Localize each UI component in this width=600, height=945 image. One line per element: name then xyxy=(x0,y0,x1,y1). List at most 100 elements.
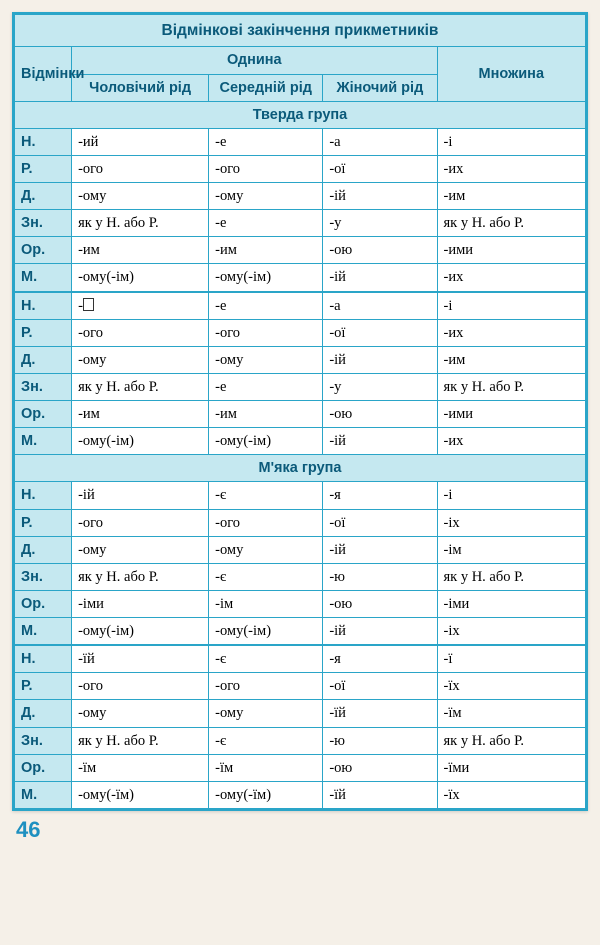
header-fem: Жіночий рід xyxy=(323,74,437,101)
ending-cell: -їм xyxy=(72,754,209,781)
case-label: М. xyxy=(15,781,72,808)
case-label: Р. xyxy=(15,509,72,536)
ending-cell: -им xyxy=(437,183,586,210)
table-row: Н.--е-а-і xyxy=(15,292,586,320)
ending-cell: -ій xyxy=(323,264,437,292)
ending-cell: -їм xyxy=(437,700,586,727)
ending-cell: -ими xyxy=(437,401,586,428)
ending-cell: -ій xyxy=(323,346,437,373)
ending-cell: -их xyxy=(437,428,586,455)
table-title: Відмінкові закінчення прикметників xyxy=(15,15,586,47)
ending-cell: -ого xyxy=(209,319,323,346)
title-row: Відмінкові закінчення прикметників xyxy=(15,15,586,47)
ending-cell: -ому(-ім) xyxy=(209,428,323,455)
ending-cell: -у xyxy=(323,373,437,400)
ending-cell: -их xyxy=(437,319,586,346)
ending-cell: -і xyxy=(437,292,586,320)
page-number: 46 xyxy=(16,817,588,843)
ending-cell: -им xyxy=(72,237,209,264)
case-label: Н. xyxy=(15,128,72,155)
table-row: Ор.-им-им-ою-ими xyxy=(15,237,586,264)
table-container: Відмінкові закінчення прикметників Відмі… xyxy=(12,12,588,811)
header-row-1: Відмінки Однина Множина xyxy=(15,47,586,74)
ending-cell: -ім xyxy=(209,590,323,617)
ending-cell: -а xyxy=(323,128,437,155)
ending-cell: - xyxy=(72,292,209,320)
ending-cell: -им xyxy=(209,237,323,264)
ending-cell: -ому xyxy=(72,183,209,210)
ending-cell: -их xyxy=(437,264,586,292)
ending-cell: -ому xyxy=(72,536,209,563)
case-label: М. xyxy=(15,618,72,646)
ending-cell: -ю xyxy=(323,563,437,590)
ending-cell: -ї xyxy=(437,645,586,673)
ending-cell: -іми xyxy=(437,590,586,617)
table-row: Ор.-им-им-ою-ими xyxy=(15,401,586,428)
ending-cell: -е xyxy=(209,210,323,237)
table-row: Зн.як у Н. або Р.-є-юяк у Н. або Р. xyxy=(15,563,586,590)
case-label: Д. xyxy=(15,536,72,563)
ending-cell: -ому(-ім) xyxy=(72,428,209,455)
ending-cell: -ою xyxy=(323,237,437,264)
case-label: Ор. xyxy=(15,590,72,617)
group-header: Тверда група xyxy=(15,101,586,128)
ending-cell: -ю xyxy=(323,727,437,754)
ending-cell: -і xyxy=(437,128,586,155)
table-row: Д.-ому-ому-ій-ім xyxy=(15,536,586,563)
ending-cell: -ому xyxy=(72,346,209,373)
declension-table: Відмінкові закінчення прикметників Відмі… xyxy=(14,14,586,809)
ending-cell: -ій xyxy=(72,482,209,509)
ending-cell: -є xyxy=(209,563,323,590)
ending-cell: як у Н. або Р. xyxy=(72,210,209,237)
case-label: Зн. xyxy=(15,727,72,754)
ending-cell: -їй xyxy=(323,781,437,808)
case-label: Ор. xyxy=(15,237,72,264)
ending-cell: -е xyxy=(209,128,323,155)
ending-cell: -є xyxy=(209,482,323,509)
table-row: Н.-їй-є-я-ї xyxy=(15,645,586,673)
ending-cell: -ого xyxy=(209,509,323,536)
table-row: Н.-ій-є-я-і xyxy=(15,482,586,509)
ending-cell: -їми xyxy=(437,754,586,781)
case-label: Р. xyxy=(15,319,72,346)
ending-cell: -ий xyxy=(72,128,209,155)
table-row: Зн.як у Н. або Р.-е-уяк у Н. або Р. xyxy=(15,373,586,400)
ending-cell: -їх xyxy=(437,781,586,808)
table-row: Ор.-їм-їм-ою-їми xyxy=(15,754,586,781)
table-row: Д.-ому-ому-ій-им xyxy=(15,346,586,373)
case-label: Н. xyxy=(15,645,72,673)
header-neut: Середній рід xyxy=(209,74,323,101)
ending-cell: як у Н. або Р. xyxy=(437,210,586,237)
ending-cell: -ого xyxy=(72,319,209,346)
ending-cell: -ій xyxy=(323,618,437,646)
ending-cell: -ому(-ім) xyxy=(72,618,209,646)
ending-cell: -у xyxy=(323,210,437,237)
ending-cell: -ій xyxy=(323,536,437,563)
table-row: М.-ому(-ім)-ому(-ім)-ій-их xyxy=(15,428,586,455)
table-row: Р.-ого-ого-ої-їх xyxy=(15,673,586,700)
ending-cell: -їй xyxy=(323,700,437,727)
ending-cell: -е xyxy=(209,373,323,400)
ending-cell: -им xyxy=(209,401,323,428)
case-label: Д. xyxy=(15,183,72,210)
table-row: М.-ому(-ім)-ому(-ім)-ій-их xyxy=(15,264,586,292)
table-row: М.-ому(-їм)-ому(-їм)-їй-їх xyxy=(15,781,586,808)
header-plural: Множина xyxy=(437,47,586,101)
table-row: М.-ому(-ім)-ому(-ім)-ій-іх xyxy=(15,618,586,646)
case-label: Н. xyxy=(15,482,72,509)
ending-cell: -я xyxy=(323,645,437,673)
table-row: Р.-ого-ого-ої-их xyxy=(15,319,586,346)
ending-cell: -ого xyxy=(72,155,209,182)
ending-cell: -ою xyxy=(323,590,437,617)
ending-cell: як у Н. або Р. xyxy=(72,727,209,754)
ending-cell: -ої xyxy=(323,319,437,346)
ending-cell: -ою xyxy=(323,401,437,428)
ending-cell: -їх xyxy=(437,673,586,700)
ending-cell: -ими xyxy=(437,237,586,264)
table-row: Р.-ого-ого-ої-іх xyxy=(15,509,586,536)
group-header: М'яка група xyxy=(15,455,586,482)
ending-cell: -ому xyxy=(209,536,323,563)
case-label: Р. xyxy=(15,155,72,182)
case-label: Ор. xyxy=(15,401,72,428)
case-label: Р. xyxy=(15,673,72,700)
